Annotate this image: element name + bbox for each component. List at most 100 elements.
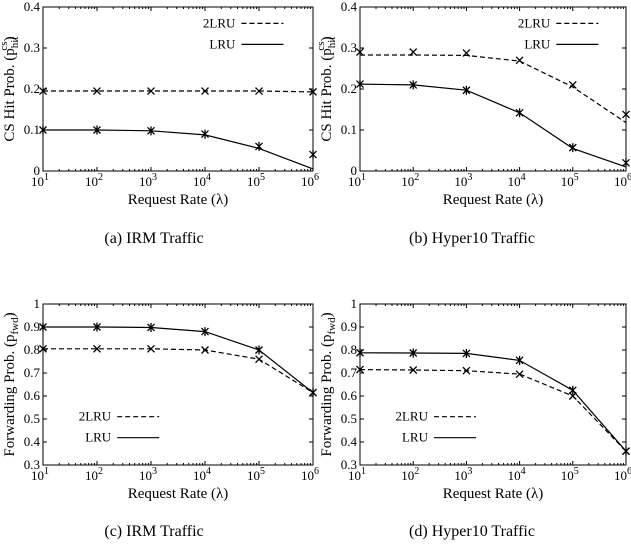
data-point-lru	[147, 126, 155, 136]
x-axis-label: Request Rate (λ)	[443, 486, 544, 502]
data-point-2lru	[409, 48, 418, 57]
x-tick-label: 104	[508, 466, 526, 483]
caption-d: (d) Hyper10 Traffic	[409, 523, 535, 540]
x-tick-label: 105	[247, 172, 265, 189]
y-tick-label: 0	[34, 163, 41, 178]
data-point-2lru	[515, 56, 524, 65]
data-point-lru	[93, 322, 101, 332]
data-point-lru	[622, 158, 630, 168]
data-point-2lru	[201, 87, 209, 96]
data-point-2lru	[309, 87, 317, 96]
y-tick-label: 0.1	[341, 122, 357, 137]
legend-label-2lru: 2LRU	[518, 15, 551, 30]
y-tick-label: 0.4	[341, 0, 358, 14]
x-tick-label: 103	[139, 466, 157, 483]
data-point-2lru	[39, 344, 47, 353]
x-tick-label: 101	[348, 172, 366, 189]
y-tick-label: 0.2	[24, 81, 40, 96]
data-point-2lru	[462, 366, 471, 375]
x-tick-label: 105	[561, 172, 579, 189]
y-axis-label: Forwarding Prob. (pfwd)	[319, 312, 338, 456]
series-line-2lru	[359, 369, 627, 452]
x-tick-label: 103	[454, 466, 472, 483]
legend-label-lru: LRU	[85, 430, 112, 445]
chart-panel-3: 0.3 0.4 0.5 0.6 0.7 0.8 0.9 1 101 102 103 104 105 106…	[2, 296, 319, 502]
data-point-lru	[147, 322, 155, 332]
data-point-lru	[39, 322, 47, 332]
y-tick-label: 0.8	[24, 342, 40, 357]
data-point-2lru	[462, 48, 471, 57]
plot-frame	[42, 303, 314, 466]
y-tick-label: 0.6	[24, 388, 41, 403]
data-point-2lru	[255, 355, 263, 364]
caption-b: (b) Hyper10 Traffic	[409, 230, 535, 247]
data-point-2lru	[515, 370, 524, 379]
x-tick-label: 105	[247, 466, 265, 483]
data-point-2lru	[39, 87, 47, 96]
data-point-2lru	[147, 87, 155, 96]
legend: 2LRU LRU	[79, 409, 160, 445]
data-point-lru	[255, 141, 263, 151]
x-axis-label: Request Rate (λ)	[128, 192, 229, 208]
legend: 2LRU LRU	[203, 15, 284, 51]
y-tick-label: 0	[351, 163, 358, 178]
data-point-2lru	[356, 365, 364, 374]
series-line-2lru	[43, 348, 314, 394]
x-tick-label: 102	[401, 172, 419, 189]
series-line-lru	[43, 326, 314, 394]
y-tick-label: 0.9	[24, 319, 40, 334]
series-line-2lru	[43, 90, 314, 93]
legend: 2LRU LRU	[395, 409, 476, 445]
y-tick-label: 0.4	[24, 0, 41, 14]
data-point-lru	[201, 129, 209, 139]
x-tick-label: 101	[31, 172, 49, 189]
data-point-2lru	[201, 346, 209, 354]
data-point-2lru	[93, 344, 101, 353]
y-tick-label: 0.4	[341, 434, 358, 449]
y-tick-label: 0.7	[341, 365, 358, 380]
data-point-2lru	[93, 87, 101, 96]
x-tick-label: 102	[401, 466, 419, 483]
x-axis-label: Request Rate (λ)	[128, 486, 229, 502]
data-point-lru	[255, 345, 263, 355]
data-point-lru	[568, 143, 577, 153]
x-tick-label: 102	[85, 466, 103, 483]
x-tick-label: 103	[139, 172, 157, 189]
data-point-lru	[462, 348, 471, 358]
x-tick-label: 105	[561, 466, 579, 483]
x-axis-label: Request Rate (λ)	[443, 192, 544, 208]
legend-label-2lru: 2LRU	[395, 409, 428, 424]
data-point-lru	[409, 80, 418, 90]
plot-frame	[42, 6, 314, 172]
y-tick-label: 0.3	[24, 40, 40, 55]
plot-frame	[359, 6, 627, 172]
y-tick-label: 0.5	[341, 411, 357, 426]
y-tick-label: 0.6	[341, 388, 358, 403]
x-tick-label: 101	[348, 466, 366, 483]
y-tick-label: 0.4	[24, 434, 41, 449]
plot-frame	[359, 303, 627, 466]
y-tick-label: 0.2	[341, 81, 357, 96]
legend-label-2lru: 2LRU	[79, 409, 112, 424]
data-point-2lru	[409, 366, 418, 374]
data-point-lru	[515, 108, 524, 118]
data-point-2lru	[255, 87, 263, 96]
x-tick-label: 106	[614, 172, 631, 189]
data-point-lru	[356, 348, 364, 358]
y-tick-label: 0.1	[24, 122, 40, 137]
x-tick-label: 106	[301, 172, 319, 189]
data-point-2lru	[147, 344, 155, 353]
data-point-lru	[201, 327, 209, 337]
y-tick-label: 0.3	[341, 40, 357, 55]
data-point-lru	[309, 388, 317, 398]
data-point-2lru	[568, 80, 577, 89]
data-point-2lru	[622, 110, 630, 119]
chart-panel-4: 0.3 0.4 0.5 0.6 0.7 0.8 0.9 1 101 102 103 104 105 106…	[319, 296, 631, 502]
legend-label-lru: LRU	[209, 36, 236, 51]
series-line-lru	[43, 129, 314, 170]
legend-label-2lru: 2LRU	[203, 15, 236, 30]
data-point-lru	[409, 348, 418, 358]
data-point-2lru	[356, 48, 364, 57]
x-tick-label: 103	[454, 172, 472, 189]
